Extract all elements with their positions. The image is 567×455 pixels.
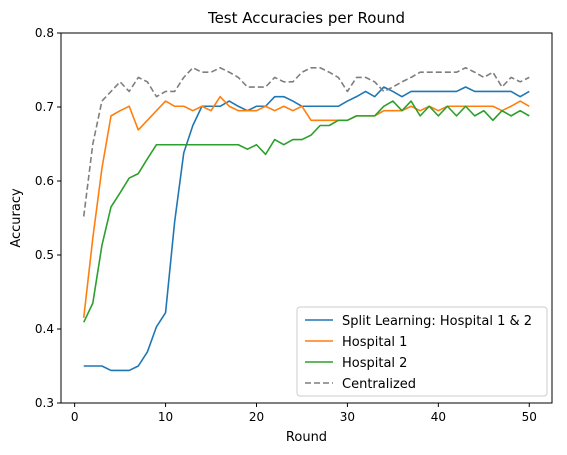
plot-area [82, 66, 530, 372]
x-tick-label: 40 [431, 410, 446, 424]
axis-ticks: 0 10 20 30 40 50 0.3 0.4 0.5 0.6 0.7 0.8 [35, 26, 537, 424]
y-tick-label: 0.5 [35, 248, 54, 262]
legend-label-1: Split Learning: Hospital 1 & 2 [342, 314, 532, 329]
legend-box [296, 306, 548, 397]
series-line-1 [83, 86, 530, 372]
x-tick-label: 50 [522, 410, 537, 424]
series-line-3 [83, 100, 530, 323]
x-tick-label: 20 [249, 410, 264, 424]
legend-label-2: Hospital 1 [342, 335, 407, 350]
x-axis-title: Round [286, 430, 327, 445]
y-tick-label: 0.6 [35, 174, 54, 188]
x-tick-label: 30 [340, 410, 355, 424]
y-axis-title: Accuracy [9, 188, 24, 248]
x-tick-label: 0 [71, 410, 79, 424]
axes-frame [60, 32, 553, 404]
legend-label-4: Centralized [342, 377, 416, 392]
y-tick-label: 0.3 [35, 396, 54, 410]
series-line-2 [82, 95, 530, 318]
chart-title: Test Accuracies per Round [207, 9, 405, 27]
series-line-4 [82, 66, 530, 217]
y-tick-label: 0.7 [35, 100, 54, 114]
y-tick-label: 0.8 [35, 26, 54, 40]
legend-label-3: Hospital 2 [342, 356, 407, 371]
x-tick-label: 10 [158, 410, 173, 424]
legend: Split Learning: Hospital 1 & 2 Hospital 1… [296, 306, 548, 397]
y-tick-label: 0.4 [35, 322, 54, 336]
